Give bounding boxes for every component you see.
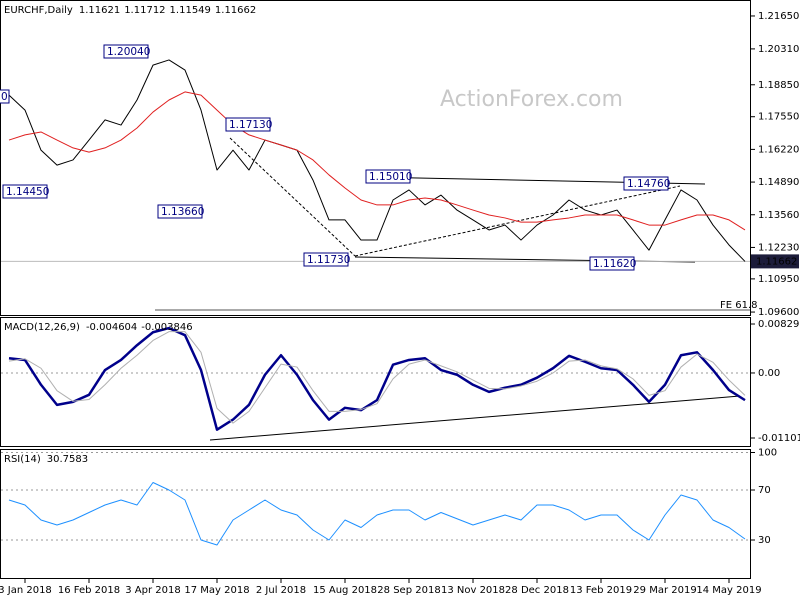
annotation: 1.13660 bbox=[157, 204, 204, 219]
y-tick-label: 0.00 bbox=[758, 368, 780, 379]
annotation-label: 0 bbox=[1, 91, 8, 103]
x-tick-label: 29 Mar 2019 bbox=[633, 585, 696, 596]
last-price-box bbox=[751, 254, 799, 269]
series-line bbox=[8, 331, 746, 424]
y-tick-label: 1.09600 bbox=[758, 307, 799, 318]
series-line bbox=[8, 91, 746, 231]
annotation: 1.15010 bbox=[365, 169, 412, 184]
panel-reading: -0.003846 bbox=[141, 322, 192, 333]
panel-title: MACD(12,26,9) bbox=[4, 322, 80, 333]
y-tick-label: -0.011015 bbox=[758, 433, 800, 444]
y-tick-label: 1.13560 bbox=[758, 210, 799, 221]
y-tick-label: 70 bbox=[758, 485, 771, 496]
annotation-label: 1.14450 bbox=[6, 186, 49, 198]
annotation-label: 1.11730 bbox=[307, 254, 350, 266]
annotation: 1.20040 bbox=[103, 44, 150, 59]
price-panel bbox=[0, 0, 751, 316]
annotation-label: 1.17130 bbox=[229, 119, 272, 131]
x-tick-label: 3 Apr 2018 bbox=[125, 585, 180, 596]
annotation-label: 1.15010 bbox=[369, 171, 412, 183]
series-line bbox=[8, 482, 746, 546]
y-tick-label: 1.12230 bbox=[758, 242, 799, 253]
y-tick-label: 30 bbox=[758, 535, 771, 546]
x-tick-label: 3 Jan 2018 bbox=[0, 585, 52, 596]
panel-title: RSI(14) bbox=[4, 454, 41, 465]
y-tick-label: 1.17550 bbox=[758, 112, 799, 123]
last-price-label: 1.11662 bbox=[756, 256, 797, 267]
y-tick-label: 1.10950 bbox=[758, 274, 799, 285]
annotation: 1.14760 bbox=[623, 176, 670, 191]
y-tick-label: 1.18850 bbox=[758, 80, 799, 91]
trend-line bbox=[229, 137, 356, 257]
macd-trend-line bbox=[209, 395, 741, 441]
y-tick-label: 100 bbox=[758, 448, 777, 459]
x-tick-label: 13 Feb 2019 bbox=[570, 585, 632, 596]
x-tick-label: 2 Jul 2018 bbox=[256, 585, 306, 596]
series-layer bbox=[1, 59, 750, 546]
rsi-panel bbox=[0, 449, 751, 579]
annotation: 1.11730 bbox=[303, 252, 350, 267]
x-tick-label: 28 Dec 2018 bbox=[505, 585, 569, 596]
panel-reading: 1.11549 bbox=[170, 5, 211, 16]
x-tick-label: 16 Feb 2018 bbox=[58, 585, 120, 596]
annotation-label: 1.20040 bbox=[107, 46, 150, 58]
annotation: 0 bbox=[0, 89, 10, 104]
annotation: 1.14450 bbox=[2, 184, 49, 199]
annotation-label: 1.11620 bbox=[593, 258, 636, 270]
panel-reading: 30.7583 bbox=[47, 454, 88, 465]
y-tick-label: 1.20310 bbox=[758, 44, 799, 55]
panel-reading: -0.004604 bbox=[86, 322, 137, 333]
y-tick-label: 1.14890 bbox=[758, 177, 799, 188]
x-tick-label: 17 May 2018 bbox=[184, 585, 249, 596]
fe-label: FE 61.8 bbox=[720, 300, 758, 311]
panel-reading: 1.11662 bbox=[215, 5, 256, 16]
y-tick-label: 1.21650 bbox=[758, 11, 799, 22]
annotation-label: 1.14760 bbox=[627, 178, 670, 190]
annotation: 1.17130 bbox=[225, 117, 272, 132]
series-line bbox=[8, 326, 746, 431]
x-tick-label: 15 Aug 2018 bbox=[313, 585, 377, 596]
macd-panel bbox=[0, 317, 751, 447]
x-tick-label: 14 May 2019 bbox=[696, 585, 761, 596]
panel-title: EURCHF,Daily bbox=[4, 5, 73, 16]
panel-reading: 1.11712 bbox=[124, 5, 165, 16]
annotation: 1.11620 bbox=[589, 256, 636, 271]
y-tick-label: 0.008292 bbox=[758, 319, 800, 330]
panel-reading: 1.11621 bbox=[79, 5, 120, 16]
y-tick-label: 1.16220 bbox=[758, 144, 799, 155]
annotation-label: 1.13660 bbox=[161, 206, 204, 218]
x-tick-label: 13 Nov 2018 bbox=[441, 585, 505, 596]
x-tick-label: 28 Sep 2018 bbox=[377, 585, 440, 596]
watermark: ActionForex.com bbox=[440, 87, 623, 112]
